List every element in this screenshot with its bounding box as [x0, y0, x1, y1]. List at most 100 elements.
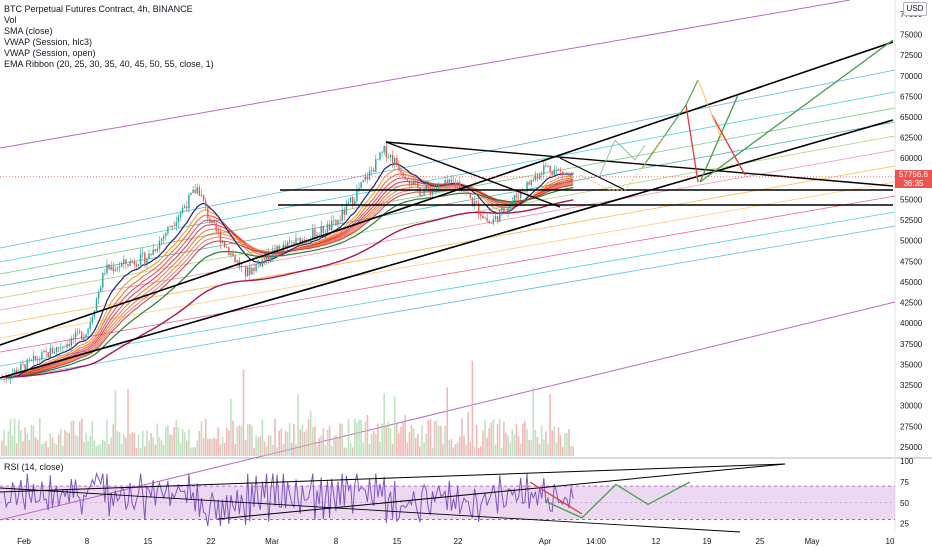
- candle-body: [511, 200, 513, 205]
- volume-bar: [45, 441, 47, 456]
- volume-bar: [538, 443, 541, 456]
- candle-body: [484, 217, 486, 219]
- rsi-tick-3: 100: [900, 457, 914, 466]
- volume-bar: [284, 431, 287, 456]
- volume-bar: [570, 446, 572, 456]
- volume-bar: [146, 430, 148, 456]
- volume-bar: [391, 443, 394, 456]
- volume-bar: [463, 435, 465, 456]
- candle-body: [142, 253, 144, 255]
- volume-bar: [28, 440, 31, 456]
- volume-bar: [532, 387, 535, 456]
- candle-body: [320, 226, 322, 236]
- rsi-line: [3, 471, 574, 527]
- candle-body: [490, 223, 492, 224]
- time-tick-9: 14:00: [586, 537, 607, 546]
- volume-bar: [377, 423, 379, 456]
- candle-body: [223, 241, 226, 247]
- volume-bar: [204, 418, 207, 456]
- candle-body: [171, 225, 173, 228]
- candle-body: [528, 182, 530, 185]
- candle-body: [110, 266, 112, 270]
- time-tick-0: Feb: [17, 537, 31, 546]
- volume-bar: [482, 430, 484, 456]
- volume-bar: [175, 420, 178, 456]
- volume-bar: [446, 387, 448, 456]
- price-tick-12: 55000: [900, 195, 923, 204]
- volume-bar: [104, 441, 106, 456]
- time-tick-5: 8: [334, 537, 339, 546]
- candle-body: [335, 220, 337, 225]
- price-tick-9: 47500: [900, 257, 923, 266]
- volume-bar: [81, 418, 83, 456]
- candle-body: [28, 359, 30, 361]
- candle-body: [366, 176, 369, 180]
- volume-bar: [68, 433, 70, 456]
- volume-bar: [387, 421, 390, 456]
- volume-bar: [438, 425, 440, 456]
- vwap-hlc3-line: [2, 186, 574, 378]
- volume-bar: [47, 447, 49, 456]
- volume-bar: [123, 434, 125, 456]
- candle-body: [118, 266, 121, 268]
- volume-bar: [32, 425, 35, 456]
- volume-bar: [26, 433, 28, 456]
- candle-body: [515, 195, 518, 198]
- candle-body: [482, 216, 484, 219]
- volume-bar: [305, 429, 308, 456]
- volume-bar: [389, 428, 392, 456]
- candle-body: [198, 187, 201, 196]
- volume-bar: [486, 437, 488, 456]
- candle-body: [419, 187, 421, 196]
- candle-body: [70, 338, 72, 346]
- volume-bar: [190, 447, 192, 456]
- candle-body: [383, 145, 385, 153]
- sma-line: [2, 163, 574, 379]
- candle-body: [326, 224, 329, 233]
- volume-bar: [540, 425, 543, 456]
- volume-bar: [125, 437, 127, 456]
- volume-bar: [223, 442, 226, 456]
- volume-bar: [263, 441, 266, 456]
- candles: [1, 140, 574, 384]
- candle-body: [255, 263, 257, 272]
- volume-bar: [555, 442, 558, 456]
- candle-body: [41, 352, 43, 360]
- volume-bar: [356, 422, 358, 456]
- candle-body: [398, 165, 400, 171]
- candle-body: [444, 180, 446, 185]
- volume-bar: [423, 442, 425, 456]
- candle-body: [16, 369, 18, 374]
- currency-button[interactable]: USD: [903, 2, 927, 16]
- volume-bar: [209, 438, 211, 456]
- volume-bar: [24, 427, 26, 456]
- candle-body: [289, 241, 291, 243]
- volume-bar: [345, 447, 348, 456]
- candle-body: [280, 248, 282, 253]
- projection-arrows: [579, 39, 894, 191]
- candle-body: [127, 264, 129, 266]
- volume-bar: [568, 429, 570, 456]
- time-tick-11: 19: [703, 537, 712, 546]
- volume-bar: [515, 423, 518, 456]
- candle-body: [47, 352, 49, 357]
- volume-bar: [95, 446, 98, 456]
- volume-bar: [400, 426, 402, 456]
- volume-bar: [156, 423, 159, 456]
- volume-bar: [272, 445, 274, 456]
- candle-body: [541, 174, 543, 175]
- candle-body: [505, 211, 507, 213]
- volume-bar: [425, 433, 427, 456]
- candle-body: [433, 188, 436, 190]
- volume-bar: [450, 438, 453, 456]
- volume-bar: [501, 447, 503, 456]
- volume-bar: [526, 428, 528, 456]
- candle-body: [496, 216, 499, 222]
- candle-body: [215, 223, 217, 232]
- candle-body: [532, 179, 534, 181]
- volume-bar: [339, 423, 341, 456]
- candle-body: [368, 170, 371, 180]
- candle-body: [549, 165, 551, 172]
- volume-bar: [534, 430, 537, 456]
